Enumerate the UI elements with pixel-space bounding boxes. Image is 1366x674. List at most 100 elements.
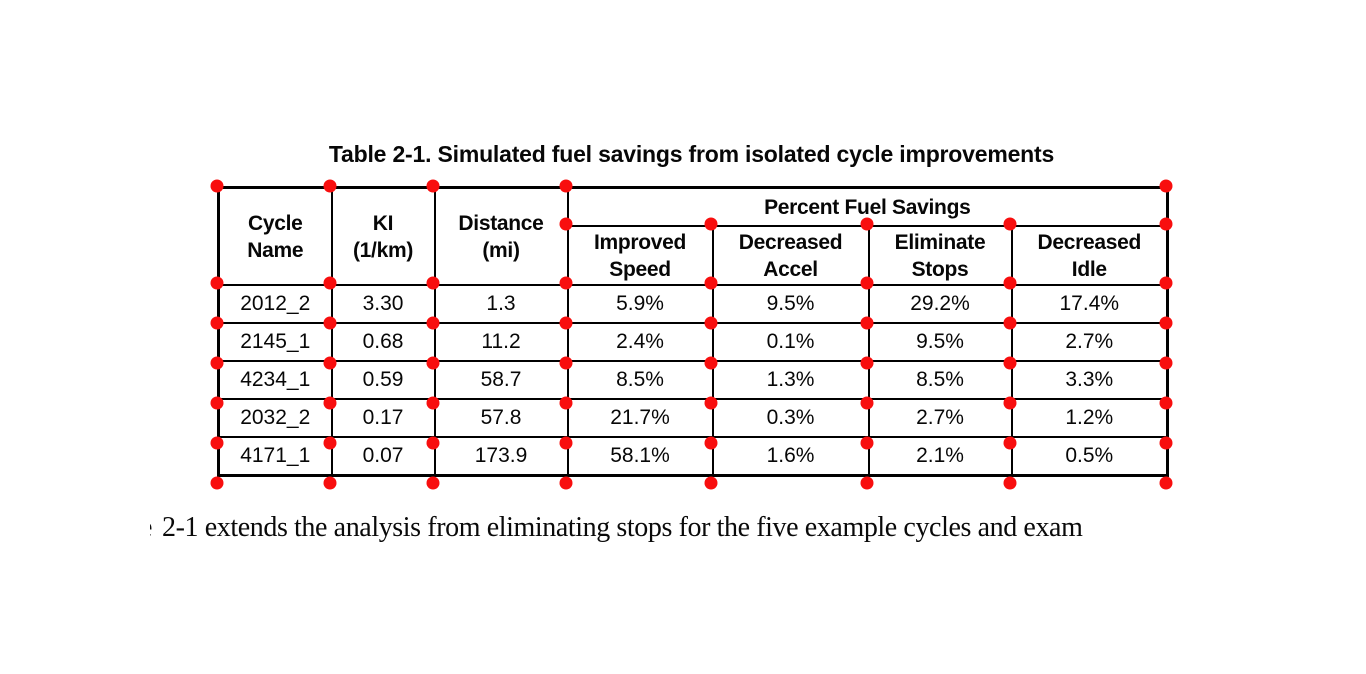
corner-dot[interactable]: [1003, 217, 1017, 231]
corner-dot[interactable]: [860, 356, 874, 370]
corner-dot[interactable]: [559, 316, 573, 330]
table-row: 2032_2 0.17 57.8 21.7% 0.3% 2.7% 1.2%: [217, 398, 1169, 438]
table-cell: 2.7%: [1010, 322, 1169, 362]
table-cell: 0.59: [330, 360, 436, 400]
corner-dot[interactable]: [704, 356, 718, 370]
corner-dot[interactable]: [559, 179, 573, 193]
table-row: 2012_2 3.30 1.3 5.9% 9.5% 29.2% 17.4%: [217, 284, 1169, 324]
corner-dot[interactable]: [559, 276, 573, 290]
corner-dot[interactable]: [704, 436, 718, 450]
table-cell: 2145_1: [217, 322, 333, 362]
header-line: Improved: [593, 230, 687, 254]
corner-dot[interactable]: [860, 396, 874, 410]
table-cell: 2.7%: [867, 398, 1013, 438]
header-line: Eliminate: [894, 230, 986, 254]
corner-dot[interactable]: [860, 316, 874, 330]
table-cell: 17.4%: [1010, 284, 1169, 324]
corner-dot[interactable]: [860, 276, 874, 290]
corner-dot[interactable]: [1003, 356, 1017, 370]
corner-dot[interactable]: [1159, 276, 1173, 290]
corner-dot[interactable]: [210, 356, 224, 370]
corner-dot[interactable]: [1159, 436, 1173, 450]
table-cell: 8.5%: [867, 360, 1013, 400]
table-cell: 58.7: [433, 360, 569, 400]
col-header-eliminate-stops: Eliminate Stops: [867, 225, 1013, 286]
corner-dot[interactable]: [1159, 396, 1173, 410]
table-cell: 3.30: [330, 284, 436, 324]
corner-dot[interactable]: [426, 316, 440, 330]
table-cell: 58.1%: [566, 436, 714, 477]
corner-dot[interactable]: [426, 476, 440, 490]
corner-dot[interactable]: [426, 436, 440, 450]
table-cell: 3.3%: [1010, 360, 1169, 400]
table-row: 4234_1 0.59 58.7 8.5% 1.3% 8.5% 3.3%: [217, 360, 1169, 400]
corner-dot[interactable]: [559, 436, 573, 450]
header-line: Idle: [1071, 257, 1107, 281]
corner-dot[interactable]: [559, 356, 573, 370]
col-header-cycle-name: Cycle Name: [217, 186, 333, 286]
corner-dot[interactable]: [323, 356, 337, 370]
table-cell: 5.9%: [566, 284, 714, 324]
corner-dot[interactable]: [323, 396, 337, 410]
corner-dot[interactable]: [323, 179, 337, 193]
corner-dot[interactable]: [426, 356, 440, 370]
corner-dot[interactable]: [426, 179, 440, 193]
corner-dot[interactable]: [323, 476, 337, 490]
corner-dot[interactable]: [860, 217, 874, 231]
header-line: (1/km): [352, 238, 414, 262]
corner-dot[interactable]: [559, 217, 573, 231]
corner-dot[interactable]: [323, 276, 337, 290]
corner-dot[interactable]: [704, 276, 718, 290]
table-cell: 9.5%: [867, 322, 1013, 362]
table-cell: 11.2: [433, 322, 569, 362]
corner-dot[interactable]: [1003, 396, 1017, 410]
table-cell: 2.1%: [867, 436, 1013, 477]
corner-dot[interactable]: [1003, 276, 1017, 290]
corner-dot[interactable]: [1003, 316, 1017, 330]
corner-dot[interactable]: [323, 436, 337, 450]
corner-dot[interactable]: [210, 436, 224, 450]
corner-dot[interactable]: [1003, 476, 1017, 490]
corner-dot[interactable]: [1159, 179, 1173, 193]
col-header-distance: Distance (mi): [433, 186, 569, 286]
corner-dot[interactable]: [860, 436, 874, 450]
corner-dot[interactable]: [704, 316, 718, 330]
corner-dot[interactable]: [860, 476, 874, 490]
corner-dot[interactable]: [704, 217, 718, 231]
corner-dot[interactable]: [559, 396, 573, 410]
header-line: Stops: [911, 257, 969, 281]
col-header-decreased-idle: Decreased Idle: [1010, 225, 1169, 286]
corner-dot[interactable]: [704, 476, 718, 490]
table-cell: 0.07: [330, 436, 436, 477]
table-cell: 4171_1: [217, 436, 333, 477]
corner-dot[interactable]: [210, 476, 224, 490]
header-line: Distance: [458, 211, 544, 235]
corner-dot[interactable]: [1159, 356, 1173, 370]
corner-dot[interactable]: [426, 396, 440, 410]
corner-dot[interactable]: [210, 179, 224, 193]
header-line: Name: [247, 238, 304, 262]
corner-dot[interactable]: [1003, 436, 1017, 450]
corner-dot[interactable]: [210, 276, 224, 290]
table-cell: 1.3: [433, 284, 569, 324]
clipped-partial-glyph: e: [150, 512, 155, 544]
corner-dot[interactable]: [1159, 476, 1173, 490]
table-cell: 1.2%: [1010, 398, 1169, 438]
table-caption: Table 2-1. Simulated fuel savings from i…: [328, 141, 1055, 167]
corner-dot[interactable]: [1159, 217, 1173, 231]
corner-dot[interactable]: [559, 476, 573, 490]
body-text: e2-1 extends the analysis from eliminati…: [150, 512, 1083, 544]
header-line: Cycle: [247, 211, 303, 235]
table-cell: 0.17: [330, 398, 436, 438]
corner-dot[interactable]: [323, 316, 337, 330]
header-line: Decreased: [738, 230, 843, 254]
table-row: 4171_1 0.07 173.9 58.1% 1.6% 2.1% 0.5%: [217, 436, 1169, 477]
corner-dot[interactable]: [704, 396, 718, 410]
table-row: 2145_1 0.68 11.2 2.4% 0.1% 9.5% 2.7%: [217, 322, 1169, 362]
corner-dot[interactable]: [426, 276, 440, 290]
corner-dot[interactable]: [210, 316, 224, 330]
body-sentence: 2-1 extends the analysis from eliminatin…: [162, 512, 1083, 543]
header-line: KI: [372, 211, 394, 235]
corner-dot[interactable]: [1159, 316, 1173, 330]
corner-dot[interactable]: [210, 396, 224, 410]
